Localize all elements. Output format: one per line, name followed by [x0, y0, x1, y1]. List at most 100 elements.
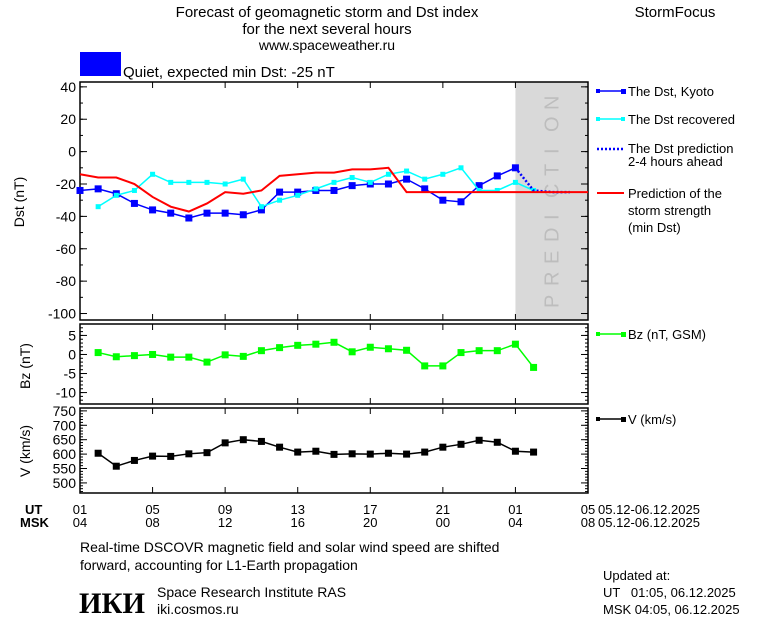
series-v-km-s- [94, 436, 538, 470]
data-point [348, 450, 356, 458]
data-point [475, 182, 483, 190]
data-point [475, 347, 483, 355]
legend: The Dst, Kyoto The Dst recovered The Dst… [596, 84, 735, 427]
note-line-2: forward, accounting for L1-Earth propaga… [80, 557, 358, 573]
data-point [331, 179, 337, 185]
data-point [439, 443, 447, 451]
data-point [257, 347, 265, 355]
data-point [276, 344, 284, 352]
panel-frame [79, 323, 589, 405]
legend-storm-strength: Prediction of the storm strength (min Ds… [597, 186, 722, 235]
v-axis-label: V (km/s) [17, 425, 33, 477]
y-tick-label: -60 [56, 241, 76, 257]
msk-tick-label: 08 [581, 515, 595, 530]
y-tick-label: -5 [64, 366, 77, 382]
data-point [493, 438, 501, 446]
data-point [94, 349, 102, 357]
data-point [239, 211, 247, 219]
legend-dst-recovered: The Dst recovered [596, 112, 735, 127]
prediction-letter: I [542, 148, 564, 154]
msk-row-label: MSK [20, 515, 50, 530]
data-point [167, 452, 175, 460]
data-point [366, 343, 374, 351]
prediction-letter: E [542, 251, 564, 264]
data-point [367, 179, 373, 185]
data-point [203, 449, 211, 457]
data-point [530, 363, 538, 371]
data-point [530, 448, 538, 456]
legend-v: V (km/s) [596, 412, 676, 427]
data-point [222, 181, 228, 187]
status-color-box [80, 52, 121, 76]
ut-tick-label: 01 [73, 502, 87, 517]
legend-dst-prediction-label-2: 2-4 hours ahead [628, 154, 723, 169]
data-point [384, 449, 392, 457]
data-point [149, 206, 157, 214]
y-tick-label: 650 [53, 432, 77, 448]
data-point [277, 197, 283, 203]
data-point [276, 443, 284, 451]
prediction-letter: C [542, 184, 564, 198]
data-point [421, 362, 429, 370]
y-tick-label: -100 [48, 306, 76, 322]
y-tick-label: 550 [53, 461, 77, 477]
data-point [511, 447, 519, 455]
msk-tick-label: 12 [218, 515, 232, 530]
data-point [185, 353, 193, 361]
status-text: Quiet, expected min Dst: -25 nT [123, 64, 335, 81]
msk-date-range: 05.12-06.12.2025 [598, 515, 700, 530]
data-point [440, 171, 446, 177]
data-point [294, 188, 302, 196]
data-point [512, 179, 518, 185]
data-point [76, 186, 84, 194]
data-point [185, 214, 193, 222]
legend-dst-kyoto-label: The Dst, Kyoto [628, 84, 714, 99]
data-point [167, 353, 175, 361]
data-point [204, 179, 210, 185]
data-point [421, 448, 429, 456]
institute-name: Space Research Institute RAS [157, 584, 346, 600]
series-line [79, 166, 588, 213]
legend-dst-prediction: The Dst prediction 2-4 hours ahead [597, 141, 734, 169]
iki-logo: ИКИ [79, 587, 145, 620]
data-point [112, 353, 120, 361]
msk-tick-label: 04 [508, 515, 522, 530]
data-point [130, 352, 138, 360]
updated-label: Updated at: [603, 568, 670, 583]
data-point [94, 449, 102, 457]
data-point [276, 188, 284, 196]
legend-bz-label: Bz (nT, GSM) [628, 327, 706, 342]
msk-tick-label: 04 [73, 515, 87, 530]
data-point [294, 448, 302, 456]
data-point [493, 347, 501, 355]
data-point [221, 209, 229, 217]
updated-msk: MSK 04:05, 06.12.2025 [603, 602, 740, 617]
data-point [221, 351, 229, 359]
legend-bz: Bz (nT, GSM) [596, 327, 706, 342]
legend-dst-prediction-label: The Dst prediction [628, 141, 734, 156]
data-point [130, 456, 138, 464]
data-point [130, 199, 138, 207]
y-tick-label: -20 [56, 176, 76, 192]
data-point [149, 350, 157, 358]
updated-ut: UT 01:05, 06.12.2025 [603, 585, 736, 600]
data-point [457, 349, 465, 357]
msk-tick-label: 20 [363, 515, 377, 530]
y-tick-label: 5 [68, 327, 76, 343]
data-point [185, 450, 193, 458]
ut-tick-label: 09 [218, 502, 232, 517]
data-point [294, 341, 302, 349]
data-point [421, 185, 429, 193]
y-tick-label: 20 [60, 111, 76, 127]
dst-panel: 40 20 0 -20 -40 -60 -80 -100 [48, 79, 589, 322]
y-tick-label: 600 [53, 446, 77, 462]
data-point [494, 187, 500, 193]
data-point [295, 192, 301, 198]
prediction-letter: R [542, 272, 564, 286]
chart-title: Forecast of geomagnetic storm and Dst in… [176, 4, 479, 21]
msk-tick-label: 16 [290, 515, 304, 530]
institute-url[interactable]: iki.cosmos.ru [157, 601, 239, 617]
